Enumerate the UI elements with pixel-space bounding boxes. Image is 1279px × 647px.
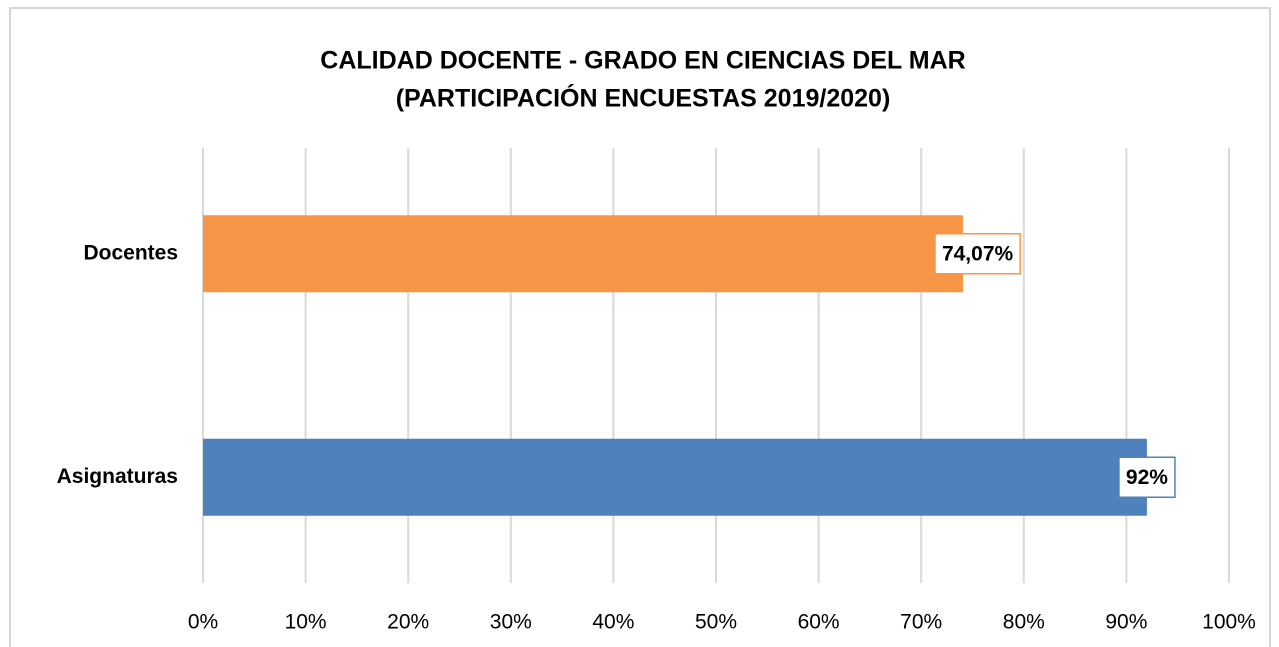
bar <box>203 215 963 293</box>
x-tick-label: 70% <box>900 611 942 634</box>
chart-title: CALIDAD DOCENTE - GRADO EN CIENCIAS DEL … <box>320 47 965 75</box>
x-tick-label: 80% <box>1003 611 1045 634</box>
x-tick-label: 30% <box>490 611 532 634</box>
bar <box>203 438 1147 516</box>
value-label: 92% <box>1126 466 1168 489</box>
chart-frame <box>9 7 1271 647</box>
value-label-box <box>1118 456 1176 498</box>
value-label-box <box>934 233 1021 275</box>
x-tick-label: 0% <box>188 611 218 634</box>
x-tick-label: 20% <box>387 611 429 634</box>
x-tick-label: 10% <box>285 611 327 634</box>
chart-title: (PARTICIPACIÓN ENCUESTAS 2019/2020) <box>396 83 891 113</box>
x-tick-label: 60% <box>798 611 840 634</box>
x-tick-label: 40% <box>592 611 634 634</box>
value-label: 74,07% <box>942 242 1014 265</box>
y-tick-label: Asignaturas <box>57 465 178 488</box>
x-tick-label: 100% <box>1202 611 1256 634</box>
x-tick-label: 90% <box>1105 611 1147 634</box>
x-tick-label: 50% <box>695 611 737 634</box>
y-tick-label: Docentes <box>83 241 178 264</box>
